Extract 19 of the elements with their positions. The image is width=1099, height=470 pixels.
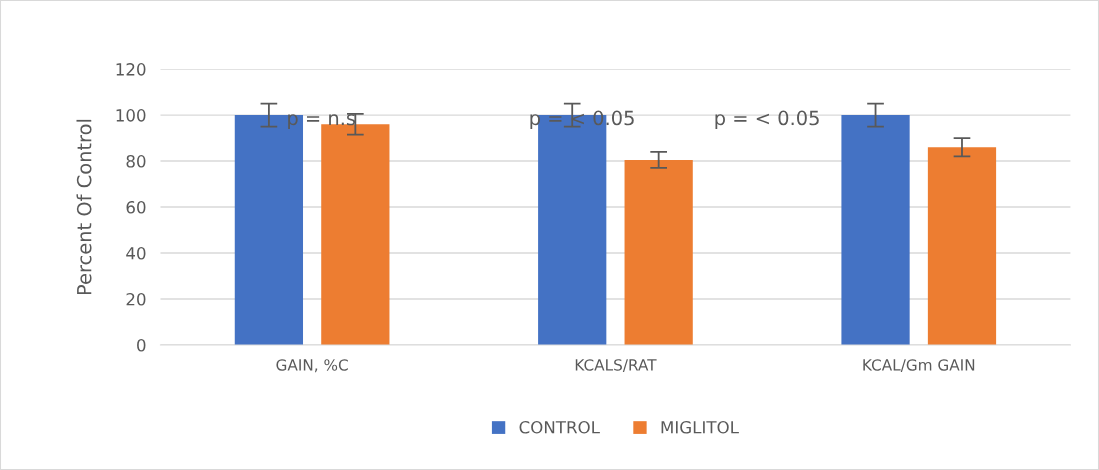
x-tick-label: KCALS/RAT: [575, 359, 657, 372]
x-tick-label: GAIN, %C: [276, 359, 348, 373]
y-tick-label: 0: [137, 338, 146, 352]
bar: [624, 159, 693, 345]
legend-label: CONTROL: [519, 420, 600, 434]
bar: [927, 147, 997, 345]
y-tick-label: 20: [126, 292, 146, 306]
bar: [841, 115, 910, 345]
x-tick-label: KCAL/Gm GAIN: [863, 359, 975, 372]
bar: [321, 124, 390, 345]
y-tick-label: 120: [116, 63, 146, 76]
y-tick-label: 80: [126, 155, 146, 168]
annotation: p = < 0.05: [715, 110, 819, 130]
y-axis-title: Percent Of Control: [76, 119, 92, 295]
y-tick-label: 40: [126, 246, 146, 260]
y-tick-label: 100: [116, 109, 146, 122]
y-tick-label: 60: [126, 201, 146, 214]
bar: [234, 115, 304, 345]
legend-label: MIGLITOL: [661, 420, 739, 434]
